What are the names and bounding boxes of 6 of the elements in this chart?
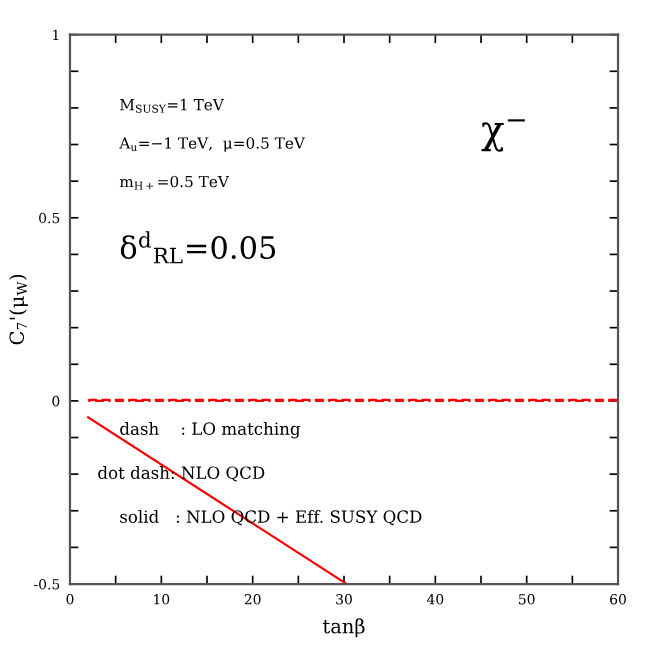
x-axis-title: tanβ	[322, 618, 365, 638]
y-axis-title: C$_{7}$'(μ$_{W}$)	[9, 274, 28, 345]
annotation: dash : LO matching	[120, 422, 301, 439]
annotation: δ$^{d}$$_{RL}$=0.05	[120, 231, 276, 264]
annotation: dot dash: NLO QCD	[98, 466, 265, 482]
annotation: χ$^{−}$	[481, 119, 525, 152]
